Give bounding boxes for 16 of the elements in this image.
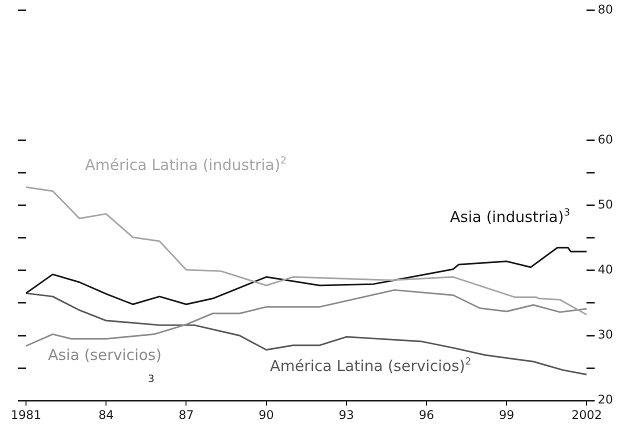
series-label: Asia (servicios) [48, 346, 162, 364]
y-tick-label: 20 [598, 392, 614, 407]
y-tick-label: 60 [598, 132, 614, 146]
x-tick-label: 2002 [571, 408, 602, 422]
x-tick-label: 93 [338, 408, 354, 422]
x-tick-label: 90 [258, 408, 274, 422]
y-tick-label: 80 [598, 2, 614, 16]
x-tick-label: 1981 [10, 408, 42, 422]
annotation: 3 [148, 374, 154, 385]
y-tick-label: 40 [598, 262, 614, 277]
x-tick-label: 87 [178, 408, 194, 422]
x-tick-label: 96 [418, 408, 434, 422]
x-tick-label: 84 [98, 408, 114, 422]
y-tick-label: 30 [598, 328, 614, 342]
y-tick-label: 50 [598, 198, 614, 212]
x-tick-label: 99 [498, 408, 514, 422]
